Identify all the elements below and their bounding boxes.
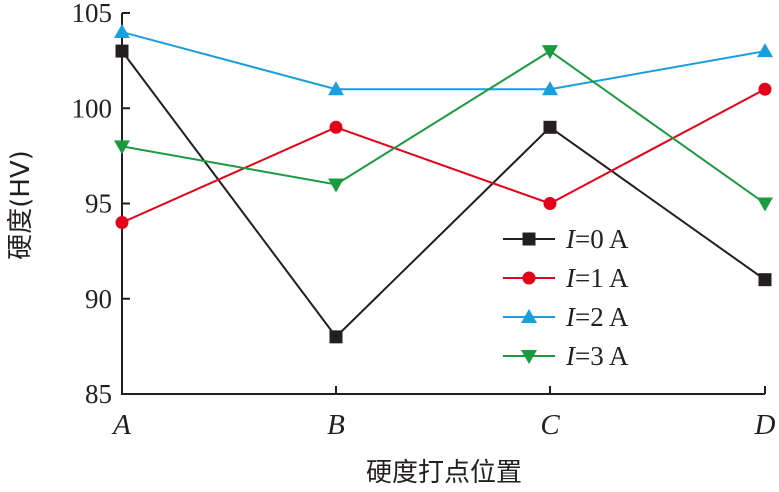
data-point xyxy=(758,273,772,287)
y-tick-label: 90 xyxy=(85,284,112,314)
data-point xyxy=(328,81,344,96)
legend-marker xyxy=(521,309,537,323)
data-point xyxy=(543,197,557,210)
x-tick-label: C xyxy=(540,409,560,441)
x-tick-label: D xyxy=(754,409,776,441)
data-point xyxy=(543,120,557,134)
series-0 xyxy=(115,44,772,344)
legend-label: I=0 A xyxy=(565,224,629,254)
data-point xyxy=(328,178,344,193)
series-line xyxy=(121,88,766,224)
legend-label: I=3 A xyxy=(565,341,629,371)
data-point xyxy=(542,81,558,96)
data-point xyxy=(329,120,343,134)
x-axis-label: 硬度打点位置 xyxy=(366,458,522,488)
axes: 85 90 95 100 105 A B C D xyxy=(72,0,776,441)
legend-item: I=2 A xyxy=(503,302,629,332)
data-point xyxy=(542,45,558,60)
y-tick-label: 85 xyxy=(85,379,112,409)
data-point xyxy=(114,140,130,155)
data-point xyxy=(758,82,772,96)
legend: I=0 A I=1 A I=2 A I=3 A xyxy=(503,224,629,371)
series-line xyxy=(121,50,766,339)
y-axis-label: 硬度(HV) xyxy=(6,150,36,260)
legend-item: I=1 A xyxy=(503,263,629,293)
series-3 xyxy=(114,45,773,212)
legend-label: I=2 A xyxy=(565,302,629,332)
legend-item: I=0 A xyxy=(503,224,629,254)
series-layer xyxy=(114,24,773,344)
data-point xyxy=(115,216,129,230)
series-1 xyxy=(115,82,772,230)
data-point xyxy=(757,197,773,212)
data-point xyxy=(115,44,129,58)
legend-label: I=1 A xyxy=(565,263,629,293)
legend-marker xyxy=(522,232,536,246)
legend-item: I=3 A xyxy=(503,341,629,371)
data-point xyxy=(757,43,773,58)
data-point xyxy=(114,24,130,39)
series-line xyxy=(121,49,766,205)
x-tick-label: A xyxy=(111,409,131,441)
legend-marker xyxy=(521,350,537,364)
y-tick-label: 100 xyxy=(72,93,113,123)
series-line xyxy=(121,31,766,91)
y-tick-label: 95 xyxy=(85,189,112,219)
data-point xyxy=(329,330,343,344)
series-2 xyxy=(114,24,773,96)
y-tick-label: 105 xyxy=(72,0,113,28)
x-tick-label: B xyxy=(327,409,345,441)
legend-marker xyxy=(522,271,536,285)
